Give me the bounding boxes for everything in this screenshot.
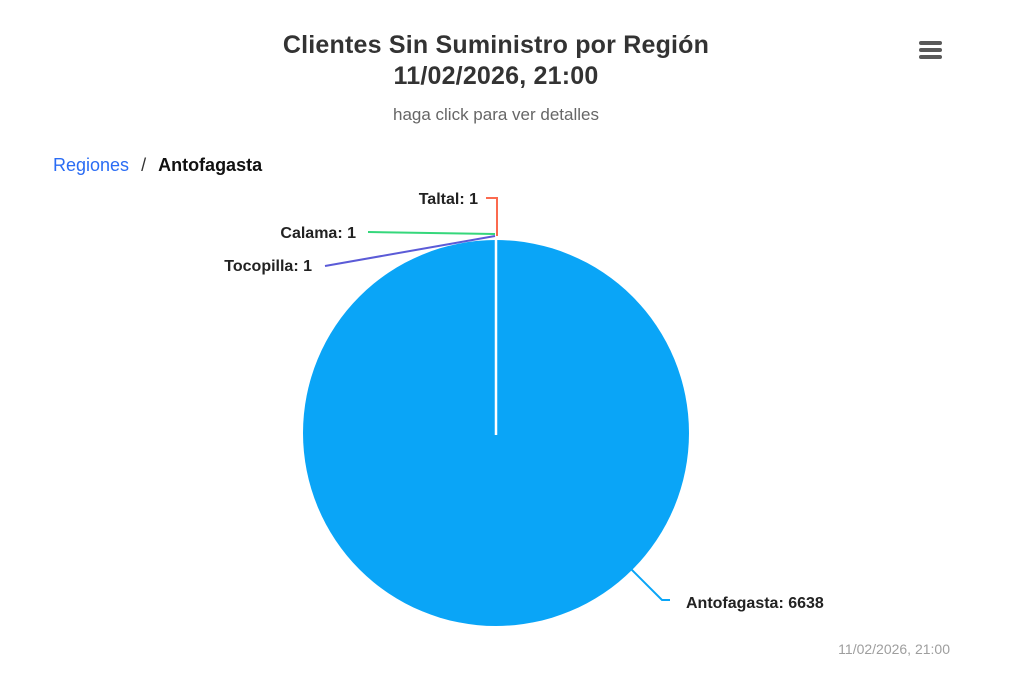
chart-title-line1: Clientes Sin Suministro por Región [282, 31, 710, 59]
pie-label-calama[interactable]: Calama: 1 [280, 225, 356, 242]
hamburger-bar [919, 55, 942, 59]
leader-line-calama [367, 231, 496, 235]
leader-line-taltal [486, 197, 498, 236]
chart-subtitle: haga click para ver detalles [392, 105, 599, 124]
leader-line-antofagasta [628, 566, 670, 601]
pie-label-taltal[interactable]: Taltal: 1 [419, 191, 478, 208]
chart-header: Clientes Sin Suministro por Región 11/02… [0, 30, 992, 125]
timestamp: 11/02/2026, 21:00 [838, 641, 950, 657]
pie-label-tocopilla[interactable]: Tocopilla: 1 [224, 258, 312, 275]
pie-label-antofagasta[interactable]: Antofagasta: 6638 [686, 595, 824, 612]
chart-title-line2: 11/02/2026, 21:00 [393, 62, 599, 90]
hamburger-bar [919, 41, 942, 45]
leader-line-tocopilla [324, 235, 496, 267]
breadcrumb: Regiones / Antofagasta [53, 155, 262, 176]
hamburger-menu-icon[interactable] [914, 36, 948, 64]
breadcrumb-current-antofagasta: Antofagasta [158, 155, 263, 175]
hamburger-bar [919, 48, 942, 52]
breadcrumb-link-regiones[interactable]: Regiones [53, 155, 130, 175]
breadcrumb-separator: / [141, 155, 147, 175]
chart-title: Clientes Sin Suministro por Región 11/02… [0, 30, 992, 92]
